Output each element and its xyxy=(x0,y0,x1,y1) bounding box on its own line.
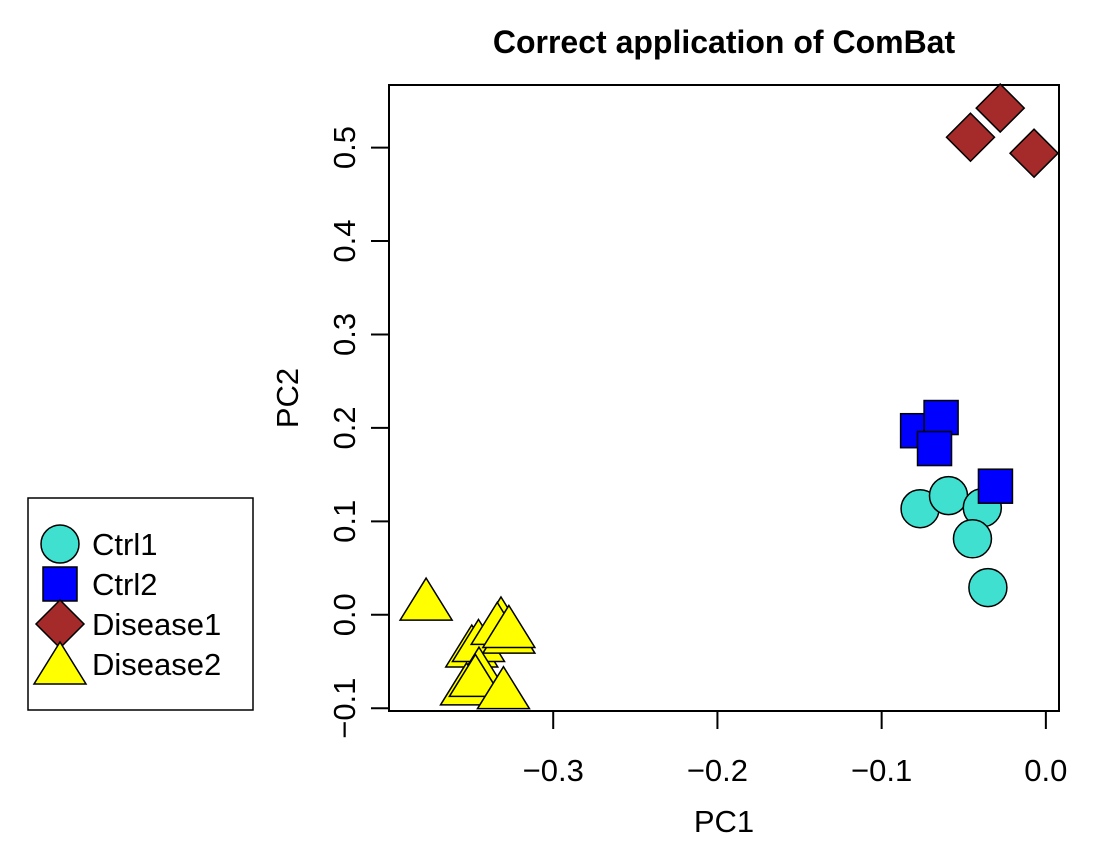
x-tick-label: 0.0 xyxy=(1024,753,1067,788)
data-points xyxy=(398,83,1060,710)
ctrl1-point-4 xyxy=(952,519,993,559)
disease1-point-2 xyxy=(975,83,1026,134)
x-tick-label: −0.3 xyxy=(523,753,584,788)
x-tick-label: −0.2 xyxy=(687,753,748,788)
y-tick-label: 0.4 xyxy=(327,219,362,262)
ctrl2-point-2 xyxy=(923,399,959,436)
x-axis-label: PC1 xyxy=(694,804,754,839)
legend-ctrl1-label: Ctrl1 xyxy=(92,527,157,562)
disease2-point-1 xyxy=(398,576,454,621)
legend-ctrl1-icon xyxy=(40,524,80,564)
y-tick-label: 0.0 xyxy=(327,593,362,636)
ctrl2-point-4 xyxy=(977,468,1014,504)
y-tick-label: 0.5 xyxy=(327,126,362,169)
ctrl2-point-3 xyxy=(916,430,953,467)
x-tick-label: −0.1 xyxy=(851,753,912,788)
legend-disease2-label: Disease2 xyxy=(92,647,221,682)
y-tick-label: −0.1 xyxy=(327,678,362,739)
disease1-point-1 xyxy=(945,112,996,163)
disease2-point-9 xyxy=(476,665,531,710)
y-tick-label: 0.1 xyxy=(327,500,362,543)
y-tick-label: 0.3 xyxy=(327,313,362,356)
chart-title: Correct application of ComBat xyxy=(493,24,956,60)
legend: Ctrl1 Ctrl2 Disease1 Disease2 xyxy=(27,497,254,711)
legend-ctrl2-icon xyxy=(42,566,78,602)
ctrl1-point-5 xyxy=(968,567,1008,608)
y-axis: −0.1 0.0 0.1 0.2 0.3 0.4 0.5 xyxy=(327,126,390,739)
y-tick-label: 0.2 xyxy=(327,406,362,449)
ctrl1-point-2 xyxy=(928,475,969,516)
disease1-point-3 xyxy=(1008,128,1060,179)
y-axis-label: PC2 xyxy=(270,368,305,428)
disease2-point-8 xyxy=(448,653,503,698)
legend-disease2-icon xyxy=(32,640,88,685)
legend-ctrl2-label: Ctrl2 xyxy=(92,567,157,602)
legend-disease1-label: Disease1 xyxy=(92,607,221,642)
disease2-point-11 xyxy=(481,604,537,649)
x-axis: −0.3 −0.2 −0.1 0.0 xyxy=(523,710,1067,788)
